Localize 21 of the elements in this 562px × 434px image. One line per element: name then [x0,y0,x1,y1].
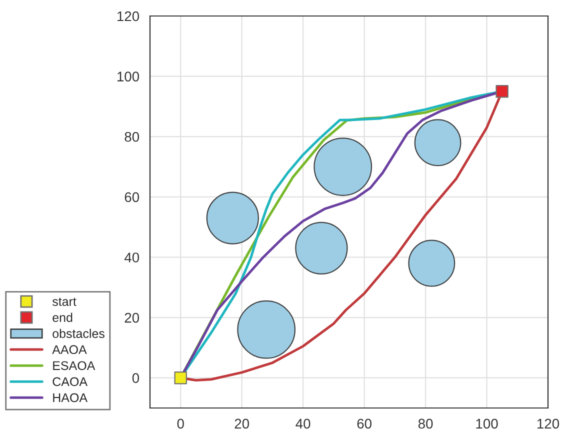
y-tick-label: 100 [117,72,140,82]
y-tick-label: 40 [124,252,140,262]
y-tick-label: 0 [132,373,140,384]
y-tick-label: 80 [124,132,140,142]
x-tick-label: 60 [357,418,372,429]
x-tick-label: 40 [296,418,310,429]
legend-label: CAOA [52,377,88,386]
legend-label: end [52,312,72,322]
x-tick-label: 120 [537,418,560,429]
legend-label: start [52,298,76,306]
x-tick-label: 100 [476,418,498,429]
legend-label: AAOA [52,345,87,354]
x-tick-label: 20 [234,418,250,429]
x-tick-label: 0 [177,418,184,429]
x-tick-label: 80 [418,418,433,429]
legend-label: ESAOA [53,361,96,370]
legend-label: HAOA [53,393,88,402]
y-tick-label: 20 [124,312,140,323]
legend-label: obstacles [52,328,104,338]
y-tick-label: 60 [124,192,140,202]
y-tick-label: 120 [117,11,140,22]
